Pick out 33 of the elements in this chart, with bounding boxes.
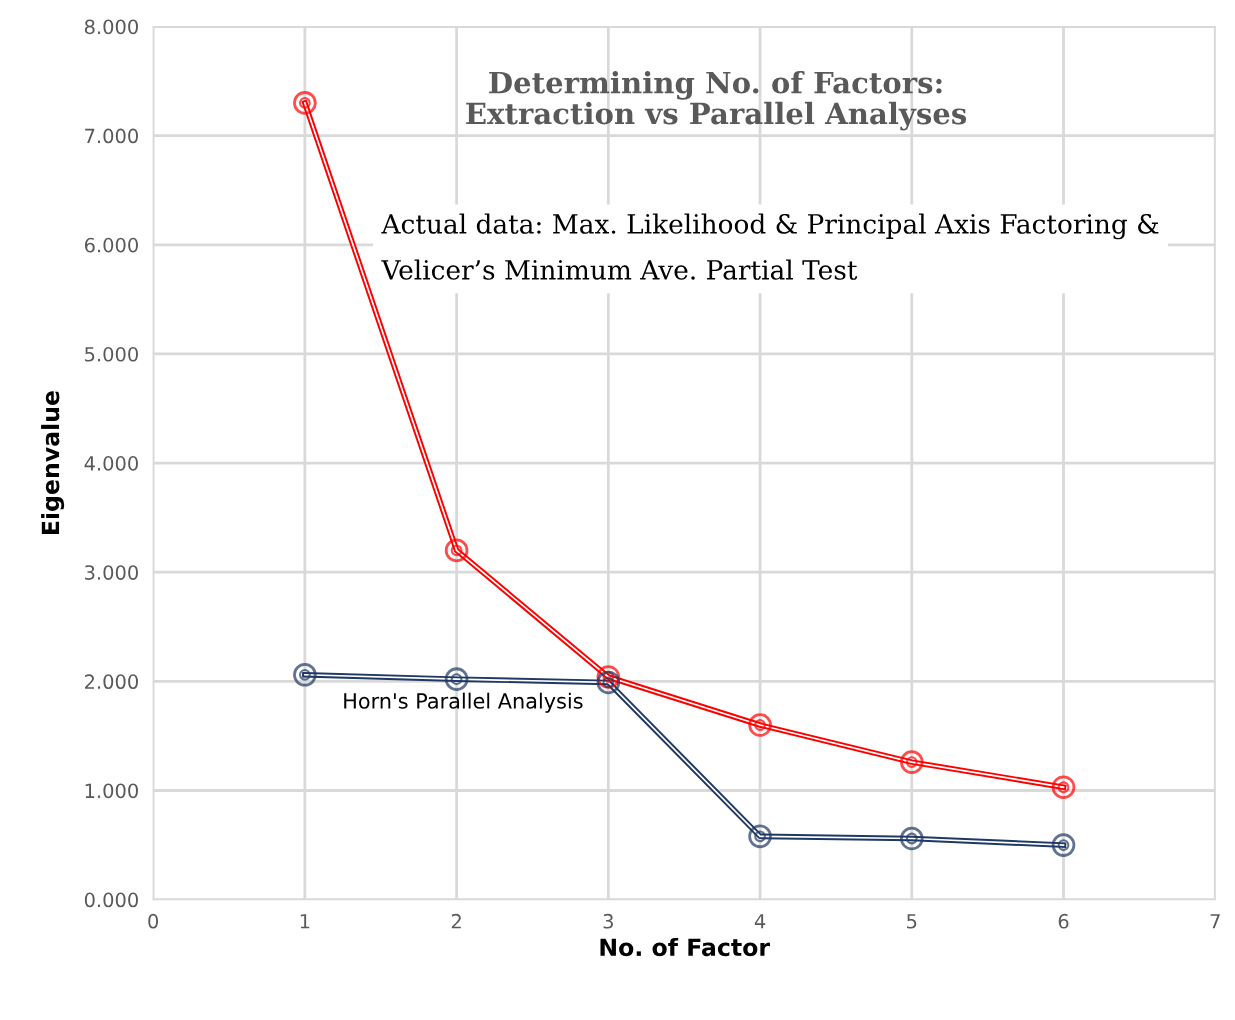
x-tick-label: 0 [148,913,159,929]
x-tick-label: 3 [603,913,613,929]
y-tick-label: 1.000 [85,783,138,799]
point [444,538,469,563]
point [1051,775,1076,800]
x-tick-label: 1 [300,914,310,929]
series-label: Actual data: Max. Likelihood & Principal Axis Factoring & Velicer’s Minimum Ave. Partial Test [381,213,1159,280]
y-tick-label: 3.000 [85,565,138,580]
y-tick-label: 4.000 [84,456,138,471]
point [1051,833,1076,857]
x-tick-label: 2 [451,913,461,929]
point [748,713,772,737]
x-tick-label: 6 [1058,913,1069,929]
y-axis-title: Eigenvalue [41,391,65,535]
y-tick-label: 7.000 [85,128,138,144]
point [748,824,772,849]
point [293,91,317,115]
x-tick-label: 5 [907,914,917,929]
point [444,667,469,691]
y-tick-label: 8.000 [84,19,138,35]
y-tick-label: 0.000 [84,892,138,908]
point [899,826,924,851]
y-tick-label: 2.000 [85,674,138,690]
series-label: Horn's Parallel Analysis [344,692,583,713]
point [293,663,317,687]
y-tick-label: 5.000 [85,346,138,362]
x-axis-title: No. of Factor [600,937,770,957]
point [899,750,924,774]
x-tick-label: 4 [754,914,766,929]
point [596,670,621,695]
y-tick-label: 6.000 [84,237,138,253]
text: Determining No. of Factors: Extraction vs Parallel Analyses [466,70,967,131]
x-tick-label: 7 [1210,914,1220,929]
